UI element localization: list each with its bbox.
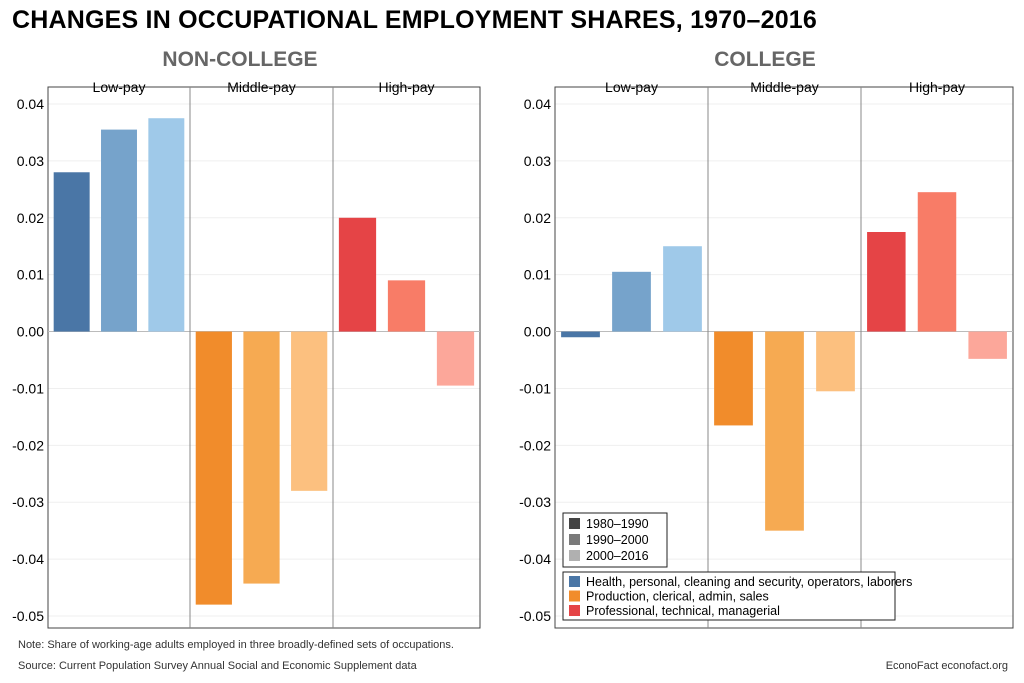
y-tick-label: 0.04 [524,96,551,112]
plot-frame [47,86,481,629]
legend-swatch [569,576,580,587]
chart-note: Note: Share of working-age adults employ… [18,639,454,651]
bar-high-pay-1990–2000 [917,192,957,332]
group-label-middle-pay: Middle-pay [227,79,295,95]
legend-groups [562,571,896,621]
group-label-low-pay: Low-pay [93,79,146,95]
legend-label: Health, personal, cleaning and security,… [586,575,912,589]
group-label-high-pay: High-pay [378,79,434,95]
bar-middle-pay-2000–2016 [816,331,855,392]
legend-swatch [569,590,580,602]
y-tick-label: -0.04 [519,551,551,567]
bar-high-pay-2000–2016 [436,331,475,386]
y-tick-label: 0.03 [524,153,551,169]
legend-swatch [569,518,580,529]
y-tick-label: 0.04 [17,96,44,112]
bar-high-pay-1980–1990 [338,217,377,332]
y-tick-label: 0.03 [17,153,44,169]
legend-label: 2000–2016 [586,549,649,563]
y-tick-label: -0.03 [12,494,44,510]
y-tick-label: -0.05 [519,608,551,624]
y-tick-label: 0.00 [17,324,44,340]
bar-middle-pay-1980–1990 [195,331,232,605]
group-label-low-pay: Low-pay [605,79,658,95]
bar-high-pay-2000–2016 [968,331,1007,359]
legend-label: 1980–1990 [586,517,649,531]
y-tick-label: -0.05 [12,608,44,624]
bar-low-pay-2000–2016 [663,246,702,332]
legend-label: Professional, technical, managerial [586,604,780,618]
legend-swatch [569,550,580,561]
bar-low-pay-1980–1990 [561,331,600,338]
y-tick-label: 0.01 [17,267,44,283]
panel-title-non-college: NON-COLLEGE [162,48,317,71]
plot-frame [554,86,1014,629]
bar-middle-pay-1990–2000 [243,331,280,584]
y-tick-label: -0.02 [519,437,551,453]
bar-middle-pay-2000–2016 [291,331,328,491]
chart-brand: EconoFact econofact.org [885,660,1008,672]
y-tick-label: -0.04 [12,551,44,567]
bar-low-pay-1990–2000 [612,271,651,332]
panel-title-college: COLLEGE [714,48,816,71]
bar-high-pay-1990–2000 [387,280,426,332]
y-tick-label: -0.01 [519,380,551,396]
y-tick-label: 0.02 [17,210,44,226]
group-label-high-pay: High-pay [909,79,965,95]
y-tick-label: -0.02 [12,437,44,453]
bar-high-pay-1980–1990 [867,232,906,332]
y-tick-label: 0.02 [524,210,551,226]
legend-swatch [569,605,580,616]
chart-title: CHANGES IN OCCUPATIONAL EMPLOYMENT SHARE… [12,6,818,34]
y-tick-label: 0.01 [524,267,551,283]
bar-low-pay-2000–2016 [148,118,185,332]
legend-label: 1990–2000 [586,533,649,547]
bar-low-pay-1990–2000 [101,129,137,332]
group-label-middle-pay: Middle-pay [750,79,818,95]
bar-middle-pay-1980–1990 [714,331,753,426]
legend-label: Production, clerical, admin, sales [586,590,769,604]
bar-low-pay-1980–1990 [53,172,90,332]
legend-swatch [569,534,580,545]
y-tick-label: -0.03 [519,494,551,510]
y-tick-label: -0.01 [12,380,44,396]
y-tick-label: 0.00 [524,324,551,340]
chart-source: Source: Current Population Survey Annual… [18,660,417,672]
legend-periods [562,512,668,568]
bar-middle-pay-1990–2000 [765,331,804,531]
